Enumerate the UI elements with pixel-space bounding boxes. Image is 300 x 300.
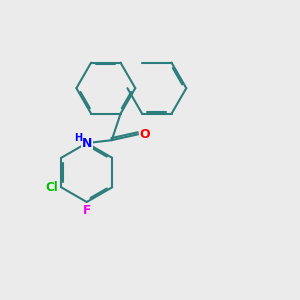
Text: O: O (140, 128, 150, 141)
Text: F: F (83, 204, 91, 217)
Text: N: N (82, 136, 92, 150)
Text: H: H (74, 133, 83, 143)
Text: Cl: Cl (45, 181, 58, 194)
